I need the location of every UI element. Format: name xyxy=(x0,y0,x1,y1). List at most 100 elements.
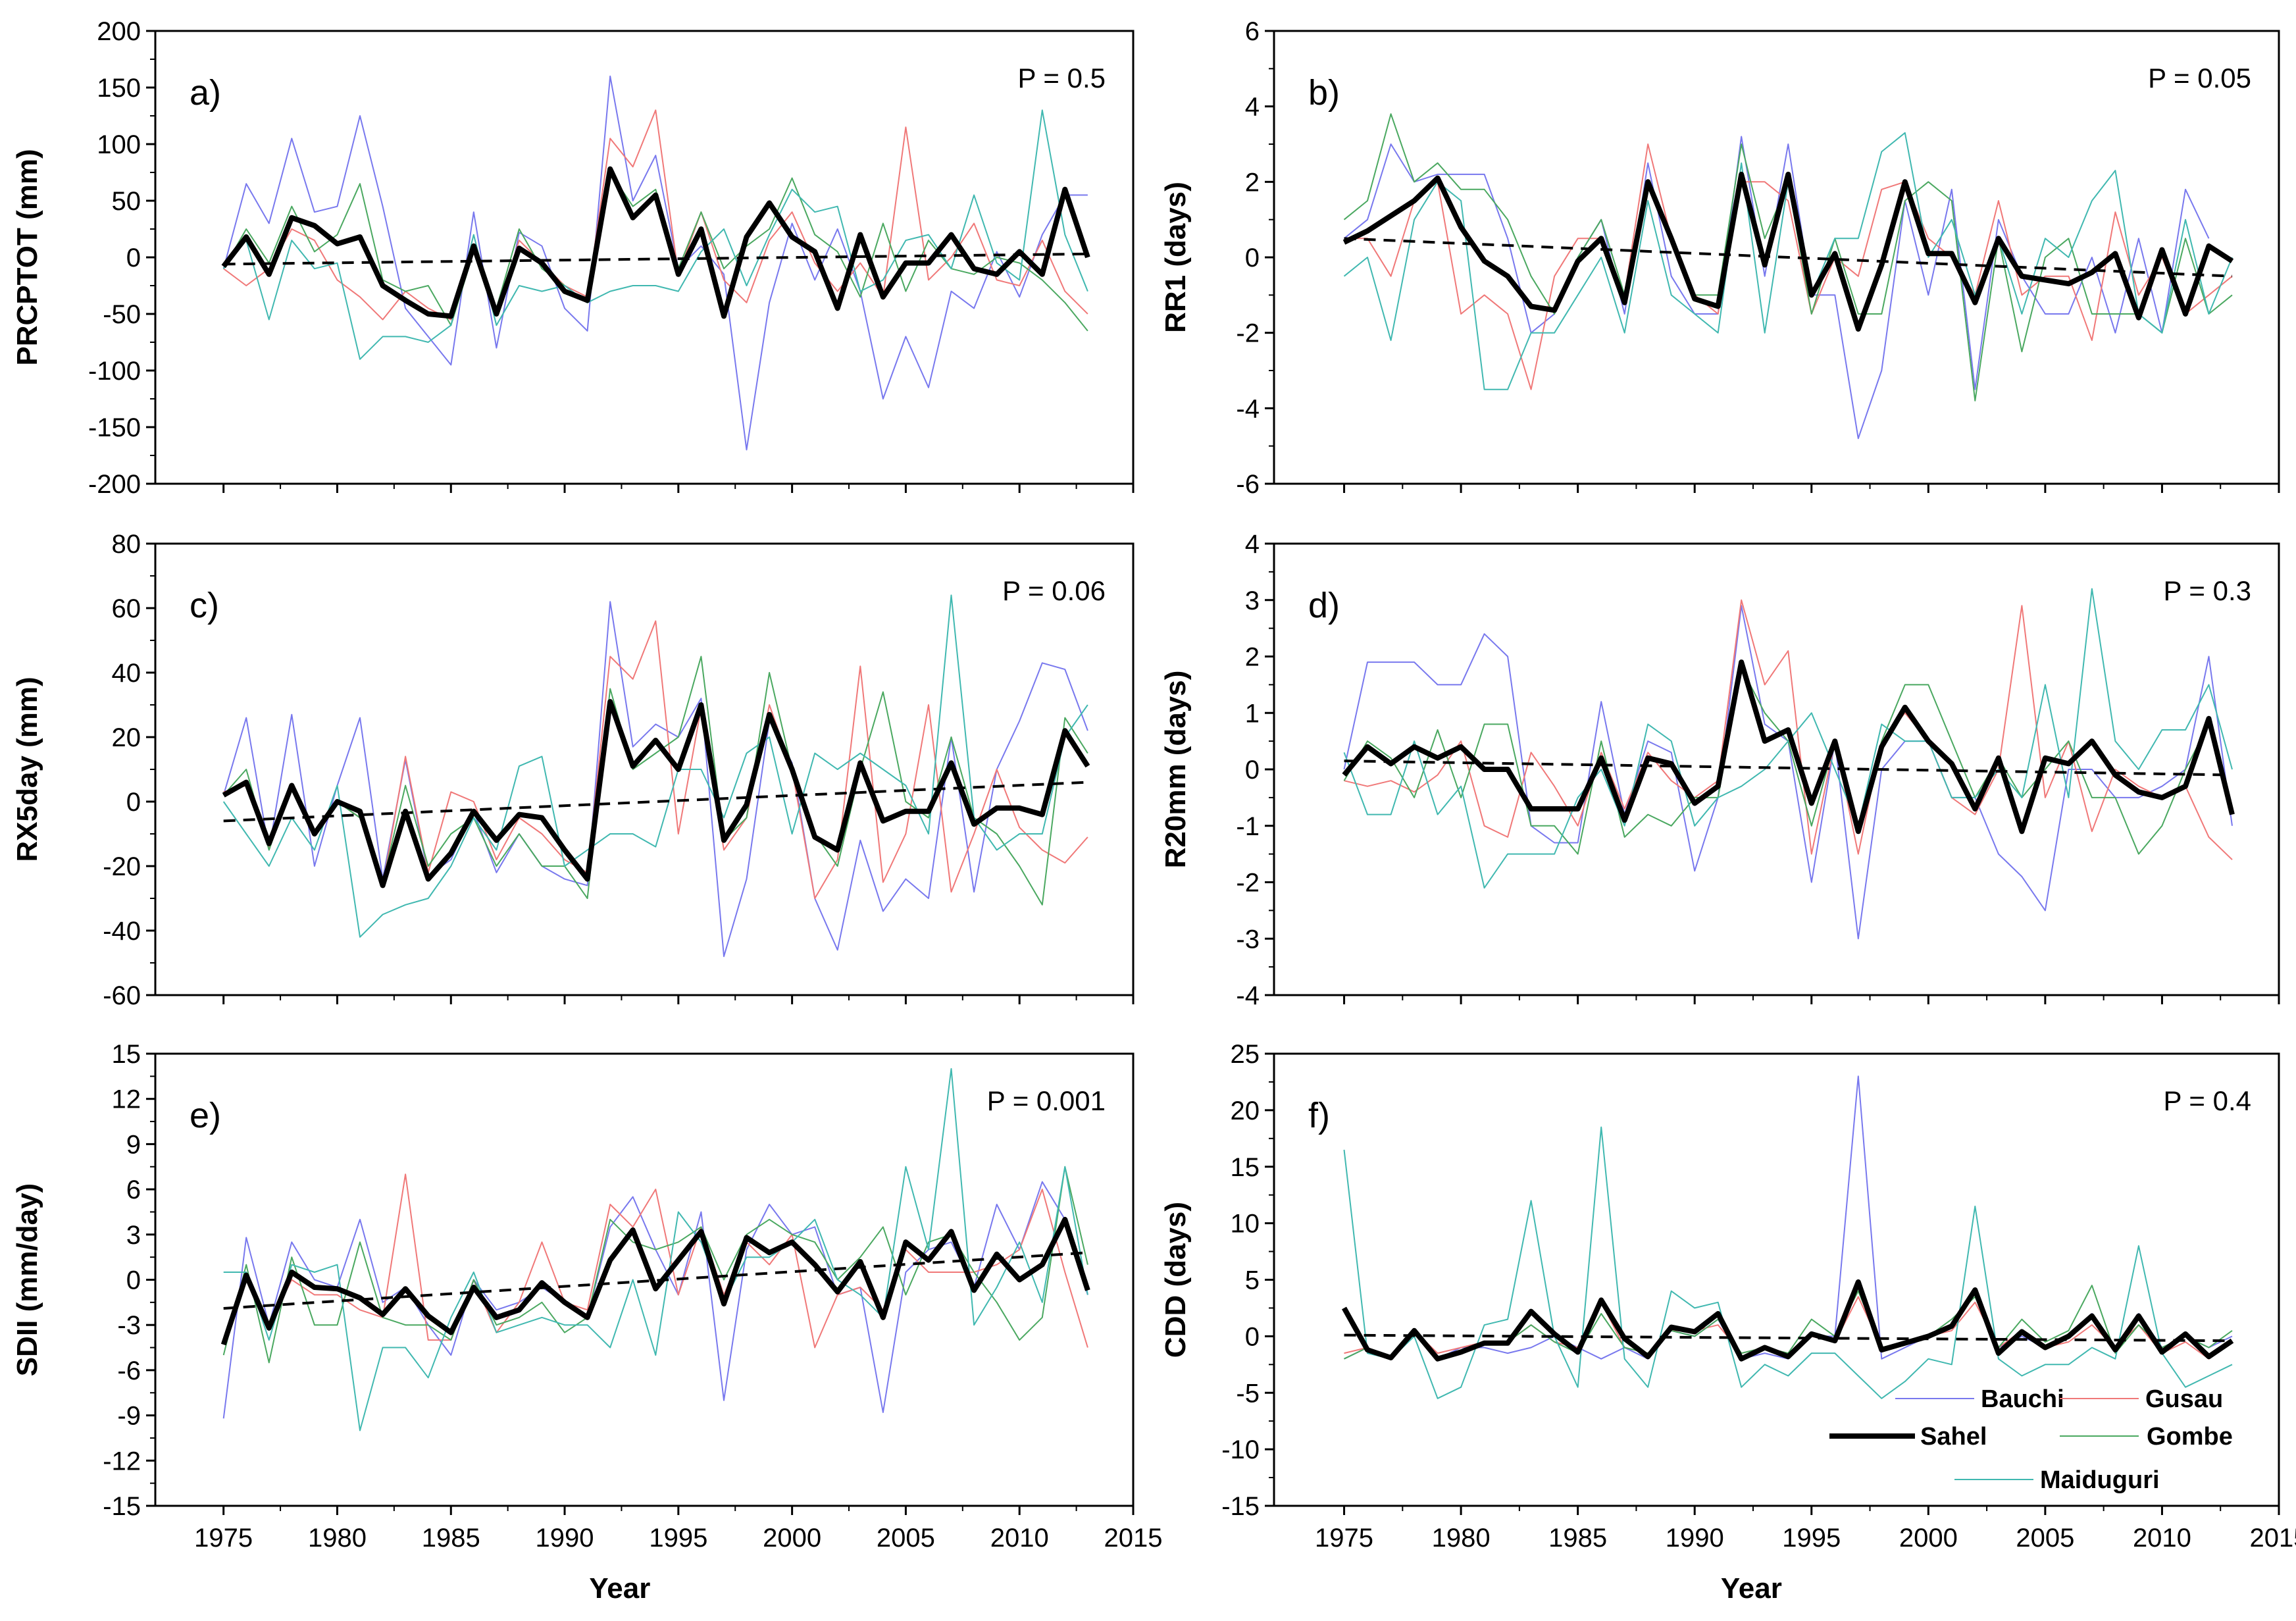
x-tick-label: 1990 xyxy=(536,1524,594,1553)
x-tick-label: 1980 xyxy=(308,1524,367,1553)
y-axis-title: CDD (days) xyxy=(1160,1202,1192,1358)
y-tick-label: 0 xyxy=(126,788,141,817)
y-tick-label: 2 xyxy=(1245,168,1260,197)
panel-letter: a) xyxy=(190,73,221,113)
p-value-label: P = 0.001 xyxy=(987,1085,1106,1116)
x-tick-label: 2010 xyxy=(990,1524,1049,1553)
legend-label-bauchi: Bauchi xyxy=(1981,1385,2064,1413)
y-tick-label: -9 xyxy=(117,1402,141,1431)
x-tick-label: 2015 xyxy=(2250,1524,2296,1553)
y-tick-label: -200 xyxy=(88,470,141,499)
y-tick-label: 15 xyxy=(1231,1153,1260,1182)
y-tick-label: 20 xyxy=(112,723,141,752)
series-line-sahel xyxy=(1342,1279,2234,1362)
series-line-maiduguri xyxy=(223,1068,1088,1431)
trend-line xyxy=(223,252,1088,266)
trend-line xyxy=(1344,1333,2232,1343)
chart-panel-e: -15 -12 -9 -6 -3 0 3 6 9 12 15 1975 1980 1985 1990 1995… xyxy=(11,1040,1162,1605)
series-line-gombe xyxy=(222,172,1088,332)
panel-letter: d) xyxy=(1308,586,1340,625)
trend-line xyxy=(1344,237,2233,278)
y-tick-label: 200 xyxy=(97,17,141,46)
x-tick-label: 2015 xyxy=(1104,1524,1163,1553)
y-axis-title: SDII (mm/day) xyxy=(11,1183,43,1376)
y-tick-label: 1 xyxy=(1245,699,1260,728)
series-line-bauchi xyxy=(222,75,1088,451)
panel-letter: f) xyxy=(1308,1096,1330,1135)
y-tick-label: -50 xyxy=(103,300,141,329)
y-tick-label: 5 xyxy=(1245,1266,1260,1295)
y-tick-label: -60 xyxy=(103,981,141,1010)
y-tick-label: -2 xyxy=(1236,319,1260,348)
trend-line xyxy=(223,1251,1088,1310)
x-axis-title: Year xyxy=(1721,1572,1782,1605)
y-tick-label: 0 xyxy=(1245,1322,1260,1351)
series-line-maiduguri xyxy=(222,594,1088,938)
series-line-sahel xyxy=(221,166,1090,319)
series-line-gusau xyxy=(222,1173,1088,1349)
series-line-sahel xyxy=(1342,659,2235,835)
y-tick-label: -5 xyxy=(1236,1379,1260,1408)
y-tick-label: -20 xyxy=(103,852,141,881)
x-tick-label: 1990 xyxy=(1666,1524,1724,1553)
y-tick-label: -6 xyxy=(1236,470,1260,499)
y-tick-label: -3 xyxy=(117,1311,141,1340)
chart-panel-a: -200 -150 -100 -50 0 50 100 150 200 PRCPTOT (mm) a… xyxy=(11,17,1135,499)
series-line-bauchi xyxy=(1344,1075,2233,1360)
plot-frame xyxy=(154,542,1135,996)
series-line-gusau xyxy=(1344,143,2233,390)
y-tick-label: 2 xyxy=(1245,643,1260,672)
y-tick-label: -15 xyxy=(1221,1492,1260,1521)
x-tick-label: 2010 xyxy=(2133,1524,2191,1553)
y-tick-label: 0 xyxy=(126,244,141,272)
x-tick-label: 1975 xyxy=(194,1524,253,1553)
x-tick-label: 1980 xyxy=(1432,1524,1491,1553)
y-tick-label: 20 xyxy=(1231,1096,1260,1125)
panel-letter: b) xyxy=(1308,73,1340,113)
y-tick-label: 6 xyxy=(1245,17,1260,46)
series-line-bauchi xyxy=(1343,136,2210,440)
y-tick-label: 150 xyxy=(97,74,141,103)
x-tick-label: 1995 xyxy=(1782,1524,1841,1553)
y-tick-label: -10 xyxy=(1221,1435,1260,1464)
panel-letter: c) xyxy=(190,586,219,625)
x-tick-label: 2005 xyxy=(877,1524,935,1553)
legend-label-maiduguri: Maiduguri xyxy=(2040,1466,2160,1494)
panel-letter: e) xyxy=(190,1096,221,1135)
y-tick-label: -2 xyxy=(1236,869,1260,898)
x-tick-label: 2005 xyxy=(2016,1524,2074,1553)
y-tick-label: -3 xyxy=(1236,925,1260,954)
chart-panel-b: -6 -4 -2 0 2 4 6 RR1 (days) b) P = 0.05 xyxy=(1160,17,2280,499)
x-tick-label: 1975 xyxy=(1315,1524,1373,1553)
y-tick-label: 4 xyxy=(1245,93,1260,122)
y-tick-label: -100 xyxy=(88,357,141,386)
y-tick-label: -6 xyxy=(117,1356,141,1385)
series-line-sahel xyxy=(1342,171,2234,332)
y-tick-label: 4 xyxy=(1245,530,1260,559)
legend-label-gombe: Gombe xyxy=(2147,1423,2233,1451)
y-tick-label: 25 xyxy=(1231,1040,1260,1069)
x-tick-label: 1985 xyxy=(1548,1524,1607,1553)
y-axis-title: RX5day (mm) xyxy=(11,677,43,862)
y-tick-label: 0 xyxy=(126,1266,141,1295)
y-axis-title: RR1 (days) xyxy=(1160,182,1192,333)
p-value-label: P = 0.5 xyxy=(1017,63,1106,93)
y-tick-label: -40 xyxy=(103,917,141,946)
legend-label-sahel: Sahel xyxy=(1920,1423,1987,1451)
trend-line xyxy=(223,781,1088,823)
y-tick-label: 12 xyxy=(112,1085,141,1114)
x-tick-label: 1985 xyxy=(422,1524,480,1553)
chart-panel-d: -4 -3 -2 -1 0 1 2 3 4 R20mm (days) d) P = 0.3 xyxy=(1160,530,2280,1010)
y-tick-label: 3 xyxy=(126,1221,141,1250)
chart-panel-c: -60 -40 -20 0 20 40 60 80 RX5day (mm) c) P = 0.06 xyxy=(11,530,1135,1010)
series-line-gusau xyxy=(223,109,1088,321)
y-tick-label: 15 xyxy=(112,1040,141,1069)
series-line-sahel xyxy=(220,1216,1090,1346)
y-tick-label: -150 xyxy=(88,413,141,442)
y-tick-label: 9 xyxy=(126,1130,141,1159)
x-tick-label: 2000 xyxy=(763,1524,821,1553)
y-axis-title: PRCPTOT (mm) xyxy=(11,149,43,365)
y-tick-label: 80 xyxy=(112,530,141,559)
y-tick-label: -12 xyxy=(103,1447,141,1476)
